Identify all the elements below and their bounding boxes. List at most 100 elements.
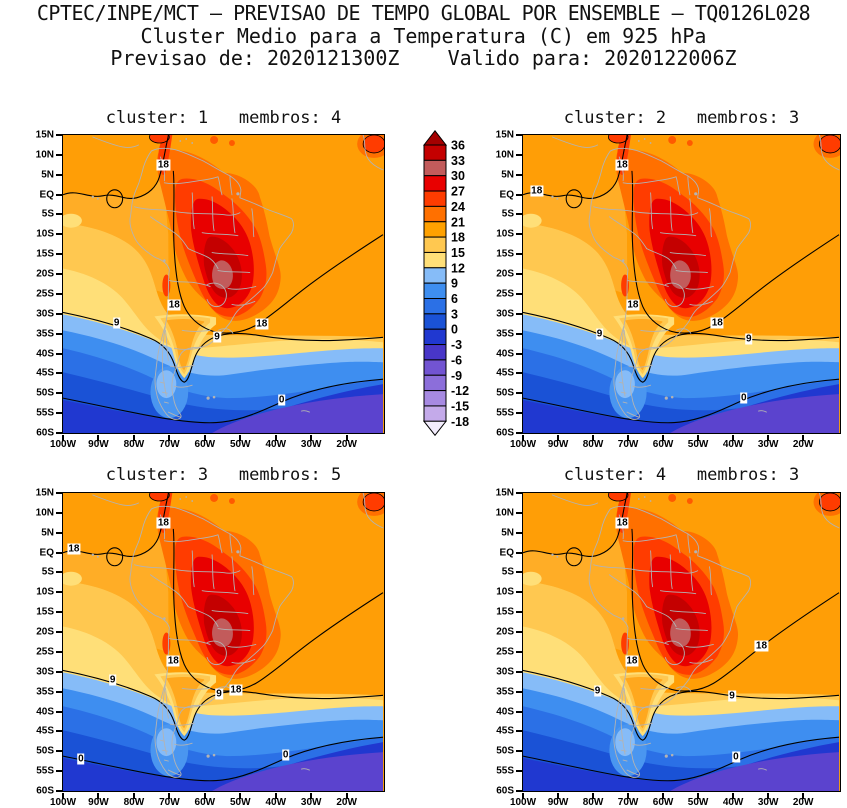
- lat-tick-label: 30S: [496, 666, 514, 678]
- lat-tick-label: 10N: [495, 149, 514, 161]
- lat-tick-label: 55S: [36, 765, 54, 777]
- contour-label: 18: [710, 317, 724, 329]
- lon-tick-mark: [732, 793, 735, 799]
- lat-tick-label: 60S: [496, 785, 514, 797]
- lat-tick-mark: [516, 213, 522, 216]
- lat-tick-mark: [516, 670, 522, 673]
- lat-tick-mark: [56, 213, 62, 216]
- lat-tick-label: 20S: [496, 626, 514, 638]
- lat-tick-mark: [516, 153, 522, 156]
- lat-tick-label: 50S: [496, 745, 514, 757]
- figure-title: CPTEC/INPE/MCT — PREVISAO DE TEMPO GLOBA…: [36, 1, 811, 25]
- colorbar-band: [423, 144, 447, 161]
- lat-tick-label: 55S: [496, 765, 514, 777]
- contour-label: 18: [156, 517, 170, 529]
- colorbar-level-label: 0: [451, 323, 458, 337]
- figure-subtitle: Cluster Medio para a Temperatura (C) em …: [140, 24, 707, 48]
- contour-label: 18: [156, 159, 170, 171]
- colorbar-band: [423, 405, 447, 422]
- lat-tick-mark: [56, 670, 62, 673]
- lat-tick-mark: [56, 332, 62, 335]
- colorbar-level-label: -9: [451, 369, 462, 383]
- lat-tick-mark: [56, 571, 62, 574]
- contour-label: 9: [213, 331, 221, 343]
- lat-tick-label: 20S: [496, 268, 514, 280]
- lon-tick-label: 70W: [617, 439, 639, 450]
- map-panel-cluster-3: 15N 10N 5N EQ 5S 10S 15S 20S 25S 30S 35S 40S 45S 50S 5…: [36, 488, 385, 808]
- colorbar-level-label: 12: [451, 261, 465, 275]
- lat-tick-mark: [516, 571, 522, 574]
- lat-tick-label: 5S: [501, 208, 514, 220]
- lat-tick-mark: [516, 750, 522, 753]
- lat-tick-label: EQ: [499, 189, 514, 201]
- lat-tick-mark: [516, 173, 522, 176]
- lon-tick-mark: [274, 435, 277, 441]
- lat-tick-label: 20S: [36, 268, 54, 280]
- lon-tick-mark: [310, 435, 313, 441]
- lat-tick-mark: [516, 690, 522, 693]
- lat-tick-label: 45S: [36, 725, 54, 737]
- lat-tick-mark: [56, 352, 62, 355]
- lon-tick-mark: [627, 435, 630, 441]
- lon-tick-label: 70W: [159, 439, 180, 450]
- colorbar-arrow-bottom: [423, 420, 448, 437]
- lat-tick-mark: [56, 750, 62, 753]
- lat-tick-mark: [516, 611, 522, 614]
- contour-label: 9: [595, 328, 604, 340]
- contour-label: 0: [277, 394, 286, 406]
- lat-tick-mark: [56, 650, 62, 653]
- lon-tick-label: 80W: [582, 439, 604, 450]
- lat-tick-mark: [56, 730, 62, 733]
- lon-tick-mark: [97, 435, 100, 441]
- lon-tick-mark: [310, 793, 313, 799]
- lat-tick-label: 50S: [496, 387, 514, 399]
- contour-label: 9: [728, 690, 736, 702]
- colorbar-band: [423, 236, 447, 253]
- contour-map-cluster-2: [523, 135, 840, 433]
- lon-tick-mark: [592, 435, 595, 441]
- lat-tick-label: 55S: [36, 407, 54, 419]
- colorbar-band: [423, 267, 447, 284]
- colorbar-level-label: -6: [451, 353, 462, 367]
- lat-tick-mark: [516, 631, 522, 634]
- lat-tick-mark: [56, 292, 62, 295]
- lat-tick-label: 5S: [41, 566, 54, 578]
- contour-map-cluster-4: [523, 493, 840, 791]
- lat-tick-mark: [516, 352, 522, 355]
- colorbar-level-label: -18: [451, 415, 469, 429]
- lat-tick-mark: [516, 273, 522, 276]
- colorbar-band: [423, 190, 447, 207]
- lat-tick-label: 45S: [36, 367, 54, 379]
- lat-tick-label: 25S: [36, 646, 54, 658]
- lon-tick-mark: [62, 793, 64, 799]
- lon-tick-label: 20W: [336, 439, 357, 450]
- lat-tick-mark: [516, 412, 522, 415]
- colorbar-band: [423, 374, 447, 392]
- lat-tick-mark: [516, 134, 522, 136]
- lat-tick-label: 30S: [36, 666, 54, 678]
- lat-tick-label: 25S: [496, 646, 514, 658]
- lat-tick-mark: [56, 492, 62, 494]
- colorbar-level-label: -3: [451, 338, 462, 352]
- lat-tick-label: 40S: [496, 706, 514, 718]
- contour-label: 18: [754, 640, 769, 652]
- lat-tick-label: 15N: [35, 487, 54, 499]
- contour-label: 18: [615, 159, 629, 171]
- colorbar-level-label: 36: [451, 139, 465, 153]
- panel-title-cluster-1: cluster: 1 membros: 4: [105, 108, 342, 128]
- lat-tick-mark: [516, 312, 522, 315]
- colorbar-band: [423, 251, 447, 269]
- lat-tick-mark: [56, 412, 62, 415]
- lon-tick-mark: [132, 435, 135, 441]
- lat-tick-mark: [56, 770, 62, 773]
- lat-tick-mark: [516, 591, 522, 594]
- lon-tick-label: 30W: [300, 439, 322, 450]
- contour-map-cluster-1: [63, 135, 384, 433]
- lat-tick-mark: [516, 193, 522, 196]
- lat-tick-label: 15S: [36, 606, 54, 618]
- colorbar-band: [423, 298, 447, 315]
- lat-tick-mark: [56, 372, 62, 375]
- lon-tick-mark: [697, 793, 700, 799]
